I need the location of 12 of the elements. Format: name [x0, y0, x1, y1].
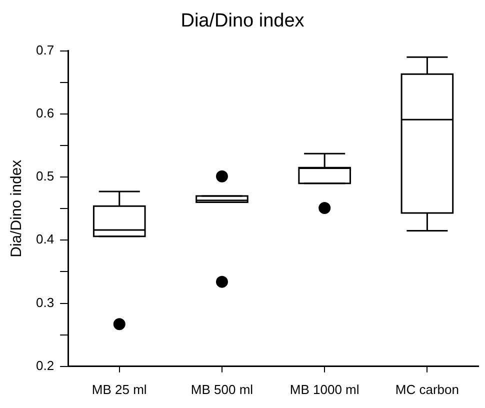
x-tick-label: MB 500 ml — [190, 382, 254, 397]
y-tick-label: 0.7 — [36, 42, 54, 58]
y-tick-label: 0.3 — [36, 294, 54, 310]
x-tick-label: MB 1000 ml — [290, 382, 360, 397]
y-axis-title: Dia/Dino index — [8, 159, 26, 258]
y-tick-label: 0.4 — [36, 232, 54, 247]
y-tick-label: 0.6 — [36, 106, 54, 120]
chart-title: Dia/Dino index — [180, 10, 305, 32]
x-tick-label: MB 25 ml — [92, 382, 147, 397]
y-tick-label: 0.2 — [36, 358, 54, 373]
x-tick-label: MC carbon — [395, 382, 459, 397]
y-tick-label: 0.5 — [36, 168, 54, 184]
